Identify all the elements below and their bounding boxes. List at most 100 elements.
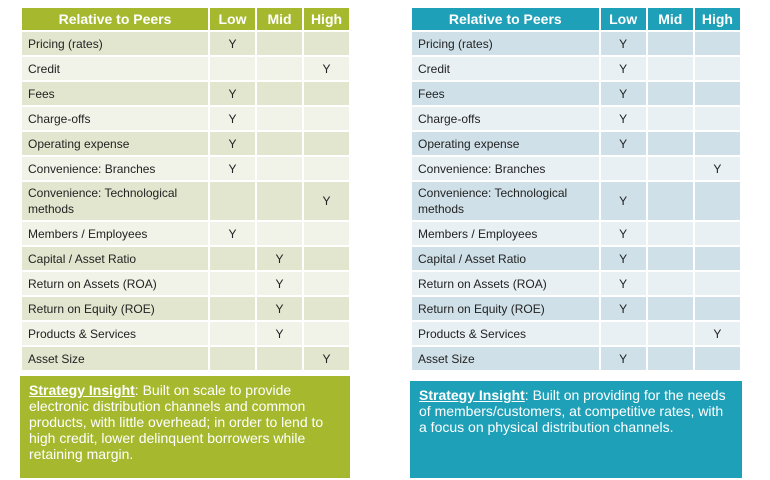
table-row: Return on Assets (ROA) Y (20, 270, 351, 297)
row-label: Asset Size (410, 345, 601, 372)
low-cell: Y (598, 105, 648, 132)
row-label: Pricing (rates) (410, 30, 601, 57)
low-cell: Y (598, 55, 648, 82)
table-row: Operating expense Y (410, 130, 743, 157)
table-row: Credit Y (410, 55, 743, 82)
table-header-row: Relative to Peers Low Mid High (410, 6, 743, 32)
high-cell (302, 245, 351, 272)
left-comparison-panel: Relative to Peers Low Mid High Pricing (… (20, 6, 351, 372)
high-cell (302, 155, 351, 182)
row-label: Asset Size (20, 345, 210, 372)
header-low: Low (598, 6, 648, 32)
high-cell (692, 220, 743, 247)
row-label: Credit (410, 55, 601, 82)
strategy-insight-text: : Built on scale to provide electronic d… (29, 382, 324, 462)
table-row: Charge-offs Y (20, 105, 351, 132)
mid-cell (645, 220, 695, 247)
header-mid: Mid (645, 6, 695, 32)
mid-cell (255, 105, 304, 132)
low-cell: Y (598, 30, 648, 57)
header-low: Low (208, 6, 257, 32)
high-cell (692, 55, 743, 82)
high-cell (302, 220, 351, 247)
low-cell: Y (208, 155, 257, 182)
table-header-row: Relative to Peers Low Mid High (20, 6, 351, 32)
strategy-insight-heading: Strategy Insight (29, 382, 135, 398)
high-cell (692, 270, 743, 297)
table-row: Return on Equity (ROE) Y (20, 295, 351, 322)
mid-cell (645, 155, 695, 182)
mid-cell (645, 295, 695, 322)
row-label: Operating expense (20, 130, 210, 157)
high-cell (692, 345, 743, 372)
high-cell (692, 30, 743, 57)
row-label: Return on Assets (ROA) (20, 270, 210, 297)
high-cell (302, 130, 351, 157)
row-label: Convenience: Technological methods (410, 180, 601, 222)
high-cell (692, 105, 743, 132)
table-row: Pricing (rates) Y (20, 30, 351, 57)
low-cell (208, 345, 257, 372)
row-label: Charge-offs (20, 105, 210, 132)
mid-cell: Y (255, 270, 304, 297)
mid-cell (255, 55, 304, 82)
mid-cell (645, 30, 695, 57)
table-row: Charge-offs Y (410, 105, 743, 132)
mid-cell (255, 345, 304, 372)
row-label: Charge-offs (410, 105, 601, 132)
high-cell (302, 80, 351, 107)
table-row: Convenience: Technological methods Y (410, 180, 743, 222)
low-cell: Y (598, 220, 648, 247)
header-relative-to-peers: Relative to Peers (20, 6, 210, 32)
header-high: High (302, 6, 351, 32)
row-label: Return on Equity (ROE) (20, 295, 210, 322)
table-row: Members / Employees Y (410, 220, 743, 247)
low-cell (598, 320, 648, 347)
mid-cell (645, 105, 695, 132)
mid-cell (645, 320, 695, 347)
row-label: Fees (20, 80, 210, 107)
low-cell: Y (208, 30, 257, 57)
mid-cell (255, 155, 304, 182)
high-cell: Y (302, 55, 351, 82)
mid-cell (645, 345, 695, 372)
high-cell: Y (692, 155, 743, 182)
mid-cell (645, 55, 695, 82)
row-label: Members / Employees (410, 220, 601, 247)
low-cell (208, 245, 257, 272)
table-row: Asset Size Y (410, 345, 743, 372)
high-cell (302, 105, 351, 132)
high-cell (302, 295, 351, 322)
mid-cell (645, 245, 695, 272)
header-relative-to-peers: Relative to Peers (410, 6, 601, 32)
table-row: Fees Y (410, 80, 743, 107)
header-mid: Mid (255, 6, 304, 32)
right-comparison-panel: Relative to Peers Low Mid High Pricing (… (410, 6, 743, 372)
header-high: High (692, 6, 743, 32)
high-cell (692, 295, 743, 322)
mid-cell (255, 30, 304, 57)
low-cell: Y (598, 295, 648, 322)
low-cell (208, 295, 257, 322)
low-cell: Y (598, 80, 648, 107)
table-row: Products & Services Y (410, 320, 743, 347)
row-label: Fees (410, 80, 601, 107)
row-label: Capital / Asset Ratio (410, 245, 601, 272)
table-row: Capital / Asset Ratio Y (410, 245, 743, 272)
table-row: Return on Assets (ROA) Y (410, 270, 743, 297)
row-label: Convenience: Branches (20, 155, 210, 182)
high-cell: Y (302, 180, 351, 222)
low-cell (208, 55, 257, 82)
low-cell (208, 320, 257, 347)
high-cell (692, 130, 743, 157)
table-row: Capital / Asset Ratio Y (20, 245, 351, 272)
mid-cell (255, 220, 304, 247)
row-label: Convenience: Branches (410, 155, 601, 182)
row-label: Credit (20, 55, 210, 82)
row-label: Return on Equity (ROE) (410, 295, 601, 322)
row-label: Capital / Asset Ratio (20, 245, 210, 272)
left-table-body: Pricing (rates) Y Credit Y Fees Y Charge-offs Y… (20, 30, 351, 372)
table-row: Convenience: Branches Y (20, 155, 351, 182)
mid-cell (255, 130, 304, 157)
table-row: Convenience: Technological methods Y (20, 180, 351, 222)
